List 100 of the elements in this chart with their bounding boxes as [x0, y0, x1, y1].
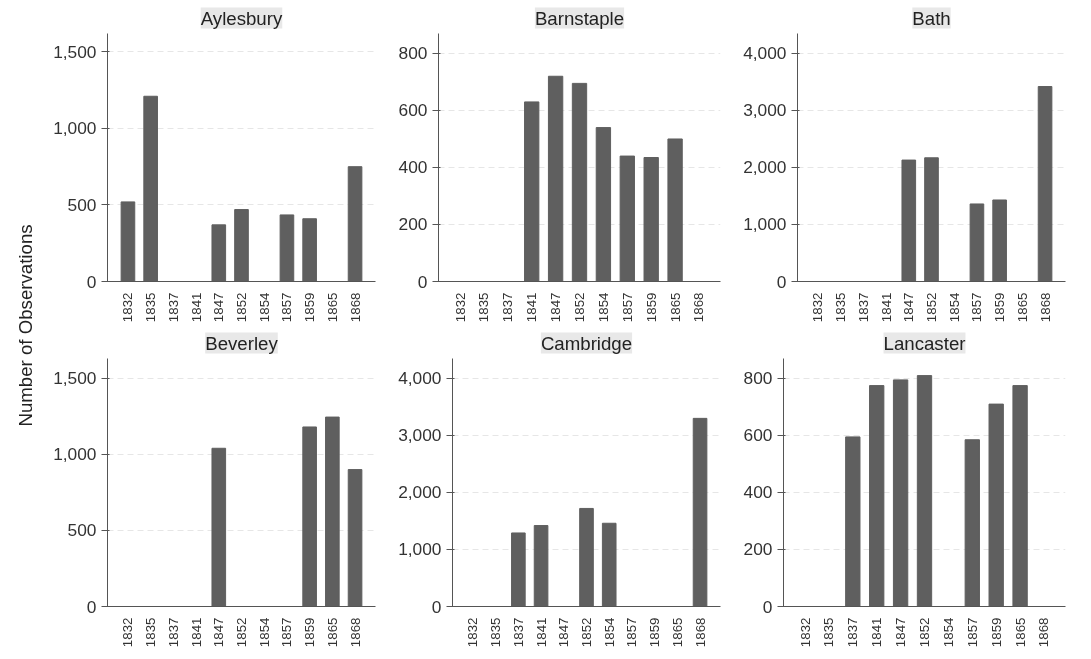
x-tick-label: 1865 — [324, 292, 340, 323]
x-tick-label: 1841 — [188, 292, 204, 323]
y-tick-label: 0 — [86, 596, 97, 617]
x-tick-label: 1865 — [669, 617, 685, 648]
x-tick-label: 1832 — [810, 292, 826, 323]
x-tick-label: 1852 — [234, 292, 249, 323]
x-tick-label: 1832 — [120, 617, 136, 648]
y-tick-label: 0 — [417, 271, 428, 292]
x-tick-label: 1854 — [595, 291, 611, 323]
y-tick-label: 500 — [67, 520, 97, 541]
x-tick-label: 1841 — [188, 617, 204, 648]
x-tick-label: 1835 — [143, 292, 159, 323]
y-tick-label: 200 — [398, 214, 428, 235]
y-tick-label: 0 — [776, 271, 787, 292]
chart-title: Aylesbury — [200, 7, 283, 29]
x-tick-label: 1847 — [893, 617, 909, 648]
chart-title: Beverley — [205, 332, 279, 354]
x-tick-label: 1854 — [256, 291, 272, 323]
x-tick-label: 1859 — [302, 292, 318, 323]
x-tick-label: 1832 — [797, 617, 813, 648]
y-tick-label: 400 — [743, 482, 773, 503]
x-tick-label: 1835 — [833, 292, 849, 323]
x-tick-label: 1852 — [234, 617, 249, 648]
chart-title: Bath — [912, 7, 951, 29]
x-tick-label: 1852 — [917, 617, 932, 648]
x-tick-label: 1857 — [279, 617, 295, 648]
x-tick-label: 1841 — [878, 292, 894, 323]
x-tick-label: 1852 — [579, 617, 594, 648]
x-tick-label: 1837 — [165, 617, 181, 648]
chart-title: Lancaster — [883, 332, 966, 354]
y-tick-label: 200 — [743, 539, 773, 560]
x-tick-label: 1841 — [524, 292, 540, 323]
x-tick-label: 1852 — [924, 292, 939, 323]
x-tick-label: 1837 — [500, 292, 516, 323]
x-tick-label: 1857 — [624, 617, 640, 648]
y-tick-label: 0 — [762, 596, 773, 617]
x-tick-label: 1832 — [465, 617, 481, 648]
y-tick-label: 400 — [398, 157, 428, 178]
x-tick-label: 1841 — [869, 617, 885, 648]
y-tick-label: 600 — [398, 100, 428, 121]
y-tick-label: 1,000 — [53, 444, 97, 465]
x-tick-label: 1837 — [855, 292, 871, 323]
x-tick-label: 1859 — [302, 617, 318, 648]
x-tick-label: 1859 — [643, 292, 659, 323]
x-tick-label: 1847 — [211, 292, 227, 323]
y-tick-label: 500 — [67, 194, 97, 215]
x-tick-label: 1857 — [619, 292, 635, 323]
x-tick-label: 1868 — [347, 617, 363, 648]
y-tick-label: 1,500 — [53, 41, 97, 62]
x-tick-label: 1835 — [476, 292, 492, 323]
x-tick-label: 1865 — [667, 292, 683, 323]
y-tick-label: 1,500 — [53, 368, 97, 389]
x-tick-label: 1854 — [601, 616, 617, 648]
x-tick-label: 1857 — [964, 617, 980, 648]
y-tick-label: 600 — [743, 425, 773, 446]
y-tick-label: 0 — [86, 271, 97, 292]
x-tick-label: 1837 — [510, 617, 526, 648]
y-tick-label: 3,000 — [743, 100, 787, 121]
x-tick-label: 1868 — [692, 617, 708, 648]
x-tick-label: 1868 — [1037, 292, 1053, 323]
x-tick-label: 1857 — [279, 292, 295, 323]
x-tick-label: 1868 — [1036, 617, 1052, 648]
y-tick-label: 1,000 — [53, 118, 97, 139]
x-tick-label: 1832 — [120, 292, 136, 323]
x-tick-label: 1847 — [556, 617, 572, 648]
x-tick-label: 1835 — [143, 617, 159, 648]
x-tick-label: 1857 — [969, 292, 985, 323]
x-tick-label: 1835 — [821, 617, 837, 648]
x-tick-label: 1868 — [691, 292, 707, 323]
x-tick-label: 1859 — [988, 617, 1004, 648]
x-tick-label: 1832 — [452, 292, 468, 323]
x-tick-label: 1865 — [324, 617, 340, 648]
y-tick-label: 4,000 — [398, 368, 442, 389]
x-tick-label: 1835 — [488, 617, 504, 648]
y-tick-label: 0 — [431, 596, 442, 617]
y-tick-label: 800 — [398, 43, 428, 64]
x-tick-label: 1847 — [901, 292, 917, 323]
y-tick-label: 4,000 — [743, 43, 787, 64]
x-tick-label: 1854 — [940, 616, 956, 648]
y-tick-label: 1,000 — [398, 539, 442, 560]
y-tick-label: 3,000 — [398, 425, 442, 446]
x-tick-label: 1865 — [1014, 292, 1030, 323]
y-tick-label: 1,000 — [743, 214, 787, 235]
x-tick-label: 1847 — [211, 617, 227, 648]
x-tick-label: 1837 — [845, 617, 861, 648]
x-tick-label: 1841 — [533, 617, 549, 648]
x-tick-label: 1868 — [347, 292, 363, 323]
chart-title: Barnstaple — [534, 7, 625, 29]
x-tick-label: 1854 — [256, 616, 272, 648]
y-tick-label: 2,000 — [398, 482, 442, 503]
x-tick-label: 1837 — [165, 292, 181, 323]
x-tick-label: 1852 — [572, 292, 587, 323]
chart-title: Cambridge — [540, 332, 633, 354]
x-tick-label: 1847 — [548, 292, 564, 323]
x-tick-label: 1859 — [992, 292, 1008, 323]
y-tick-label: 800 — [743, 368, 773, 389]
x-tick-label: 1865 — [1012, 617, 1028, 648]
x-tick-label: 1854 — [946, 291, 962, 323]
y-tick-label: 2,000 — [743, 157, 787, 178]
x-tick-label: 1859 — [647, 617, 663, 648]
